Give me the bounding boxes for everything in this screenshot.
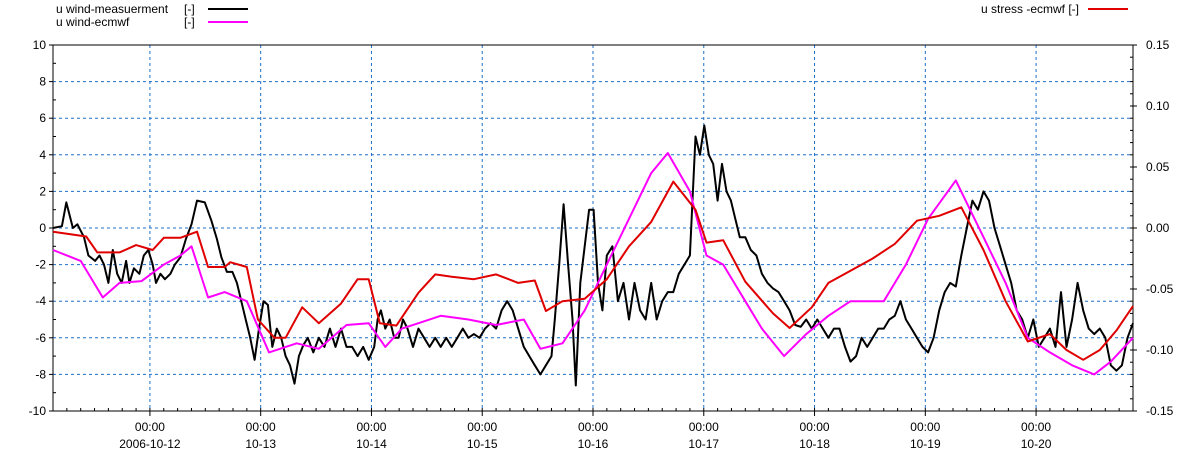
x-tick-time-label: 00:00 [800, 420, 830, 434]
legend: u wind-measuerment [-] u wind-ecmwf [-] u st… [56, 2, 1128, 29]
x-tick-time-label: 00:00 [910, 420, 940, 434]
x-tick-date-label: 10-19 [910, 437, 941, 451]
right-tick-label: -0.05 [1146, 282, 1174, 296]
x-tick-time-label: 00:00 [1021, 420, 1051, 434]
right-tick-label: -0.10 [1146, 343, 1174, 357]
x-tick-date-label: 10-20 [1021, 437, 1052, 451]
x-tick-time-label: 00:00 [246, 420, 276, 434]
axis-ticks [49, 44, 1137, 416]
x-tick-date-label: 10-17 [688, 437, 719, 451]
x-tick-time-label: 00:00 [578, 420, 608, 434]
left-tick-label: 10 [33, 38, 47, 52]
grid-lines [53, 45, 1133, 411]
legend-label: u stress -ecmwf [-] [981, 2, 1079, 16]
left-tick-label: -6 [35, 331, 46, 345]
x-tick-date-label: 10-16 [578, 437, 609, 451]
series-u-wind-measurement [52, 124, 1134, 387]
left-tick-label: -4 [35, 294, 46, 308]
x-tick-time-label: 00:00 [135, 420, 165, 434]
legend-label: u wind-measuerment [56, 2, 169, 16]
left-tick-label: -10 [29, 404, 47, 418]
x-axis-labels: 00:00 2006-10-12 00:00 10-13 00:00 10-14 00:00… [119, 420, 1052, 451]
x-tick-date-label: 2006-10-12 [119, 437, 181, 451]
x-tick-date-label: 10-18 [799, 437, 830, 451]
series-lines [52, 124, 1134, 387]
right-tick-label: 0.15 [1146, 38, 1170, 52]
right-tick-label: 0.10 [1146, 99, 1170, 113]
right-axis-labels: -0.15 -0.10 -0.05 0.00 0.05 0.10 0.15 [1146, 38, 1174, 418]
right-tick-label: 0.05 [1146, 160, 1170, 174]
legend-label: u wind-ecmwf [56, 15, 130, 29]
series-u-wind-ecmwf [52, 152, 1134, 376]
series-u-stress-ecmwf [52, 180, 1134, 361]
legend-unit: [-] [184, 15, 195, 29]
left-tick-label: 4 [39, 148, 46, 162]
x-tick-date-label: 10-13 [245, 437, 276, 451]
left-axis-labels: -10 -8 -6 -4 -2 0 2 4 6 8 10 [29, 38, 47, 418]
left-tick-label: 0 [39, 221, 46, 235]
left-tick-label: -2 [35, 258, 46, 272]
right-tick-label: -0.15 [1146, 404, 1174, 418]
x-tick-date-label: 10-14 [356, 437, 387, 451]
left-tick-label: 2 [39, 184, 46, 198]
x-tick-date-label: 10-15 [467, 437, 498, 451]
left-tick-label: 6 [39, 111, 46, 125]
left-tick-label: -8 [35, 367, 46, 381]
legend-unit: [-] [184, 2, 195, 16]
right-tick-label: 0.00 [1146, 221, 1170, 235]
x-tick-time-label: 00:00 [689, 420, 719, 434]
left-tick-label: 8 [39, 75, 46, 89]
x-tick-time-label: 00:00 [467, 420, 497, 434]
x-tick-time-label: 00:00 [356, 420, 386, 434]
